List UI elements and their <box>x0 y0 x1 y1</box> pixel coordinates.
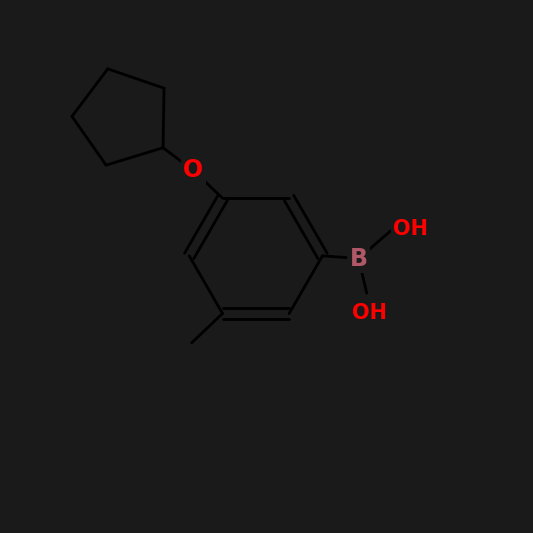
Text: B: B <box>350 246 368 271</box>
Text: OH: OH <box>393 219 429 239</box>
Text: OH: OH <box>352 303 387 324</box>
Text: O: O <box>183 158 203 182</box>
